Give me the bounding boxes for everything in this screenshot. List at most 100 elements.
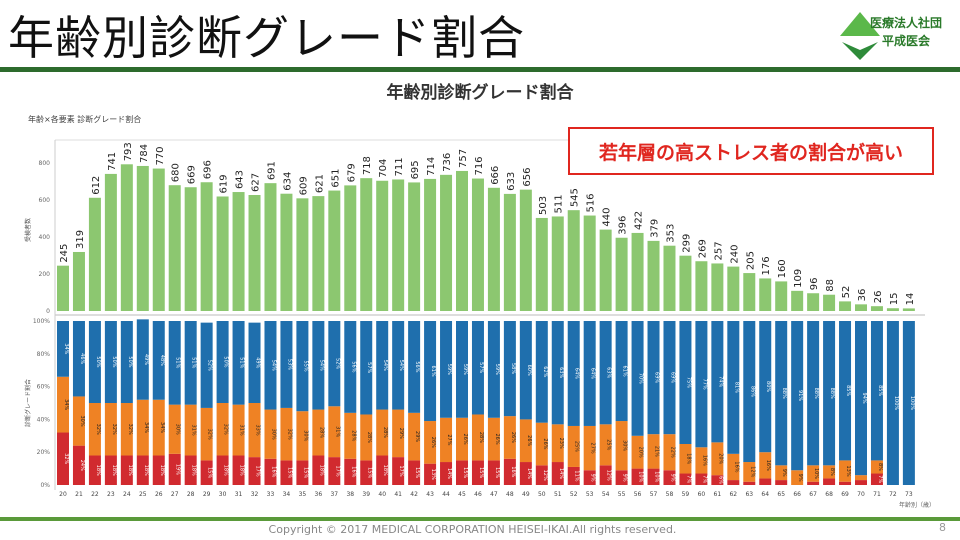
x-tick: 43 xyxy=(426,491,434,498)
x-tick: 68 xyxy=(825,491,833,498)
grade-segment-blue xyxy=(902,321,915,485)
grade-segment-red xyxy=(839,481,852,485)
chart-subtitle: 年齢×各要素 診断グレード割合 xyxy=(28,115,142,124)
grade-label-blue: 46% xyxy=(79,353,85,364)
x-tick: 57 xyxy=(650,491,658,498)
grade-segment-blue xyxy=(200,322,213,408)
grade-segment-orange xyxy=(312,409,325,456)
grade-label-orange: 31% xyxy=(334,426,340,437)
count-bar xyxy=(104,173,117,311)
grade-segment-orange xyxy=(839,460,852,482)
grade-segment-red xyxy=(870,473,883,485)
grade-label-red: 7% xyxy=(685,475,691,483)
count-bar xyxy=(200,182,213,311)
grade-label-red: 12% xyxy=(606,470,612,481)
grade-label-blue: 51% xyxy=(191,357,197,368)
grade-label-red: 14% xyxy=(558,468,564,479)
x-tick: 60 xyxy=(698,491,706,498)
x-tick: 67 xyxy=(809,491,817,498)
count-bar xyxy=(312,196,325,311)
grade-segment-red xyxy=(136,455,149,485)
grade-segment-blue xyxy=(280,321,293,408)
count-label: 736 xyxy=(442,153,453,172)
grade-label-red: 18% xyxy=(127,465,133,476)
grade-segment-orange xyxy=(72,396,85,446)
grade-segment-red xyxy=(743,481,756,485)
grade-segment-orange xyxy=(57,376,69,433)
count-label: 718 xyxy=(362,156,373,175)
grade-segment-orange xyxy=(88,403,101,456)
bottom-y-tick: 20% xyxy=(37,449,51,456)
count-label: 714 xyxy=(426,157,437,176)
count-label: 257 xyxy=(713,241,724,260)
grade-segment-red xyxy=(328,457,341,485)
grade-label-orange: 9% xyxy=(781,469,787,477)
grade-label-blue: 34% xyxy=(63,343,69,354)
x-tick: 29 xyxy=(203,491,211,498)
grade-segment-red xyxy=(727,480,740,485)
grade-label-blue: 63% xyxy=(606,367,612,378)
count-bar xyxy=(631,232,644,311)
x-tick: 34 xyxy=(283,491,291,498)
grade-segment-red xyxy=(775,480,788,485)
grade-segment-orange xyxy=(519,419,532,463)
grade-segment-blue xyxy=(615,321,628,422)
grade-label-orange: 8% xyxy=(829,468,835,476)
count-bar xyxy=(184,187,197,311)
count-label: 96 xyxy=(809,278,820,291)
x-tick: 36 xyxy=(315,491,323,498)
count-label: 205 xyxy=(745,251,756,270)
count-label: 299 xyxy=(681,234,692,253)
grade-label-orange: 29% xyxy=(398,428,404,439)
grade-segment-orange xyxy=(711,442,724,476)
grade-segment-blue xyxy=(695,321,708,448)
grade-segment-orange xyxy=(120,403,133,456)
grade-segment-orange xyxy=(168,404,181,454)
count-bar xyxy=(567,210,580,311)
grade-segment-red xyxy=(471,460,484,485)
count-label: 679 xyxy=(346,163,357,182)
x-tick: 20 xyxy=(59,491,67,498)
count-label: 716 xyxy=(474,156,485,175)
count-bar xyxy=(647,240,660,311)
grade-label-red: 15% xyxy=(207,467,213,478)
count-bar xyxy=(456,170,468,311)
grade-segment-red xyxy=(519,462,532,485)
x-tick: 41 xyxy=(394,491,402,498)
grade-segment-blue xyxy=(152,321,165,400)
grade-label-orange: 13% xyxy=(845,465,851,476)
grade-segment-red xyxy=(312,455,325,485)
count-bar xyxy=(902,308,915,311)
count-label: 422 xyxy=(634,211,645,230)
grade-label-blue: 85% xyxy=(845,385,851,396)
grade-label-orange: 32% xyxy=(111,424,117,435)
grade-segment-orange xyxy=(727,453,740,481)
grade-segment-red xyxy=(487,460,500,485)
grade-segment-blue xyxy=(72,321,85,397)
bottom-y-tick: 80% xyxy=(37,351,51,358)
count-label: 695 xyxy=(410,160,421,179)
grade-label-red: 16% xyxy=(350,466,356,477)
top-y-tick: 800 xyxy=(39,160,51,167)
x-tick: 44 xyxy=(442,491,450,498)
grade-label-red: 18% xyxy=(159,465,165,476)
x-tick: 53 xyxy=(586,491,594,498)
count-label: 176 xyxy=(761,256,772,275)
grade-label-red: 15% xyxy=(414,467,420,478)
count-label: 240 xyxy=(729,245,740,264)
grade-label-red: 12% xyxy=(542,470,548,481)
x-tick: 64 xyxy=(761,491,769,498)
grade-segment-blue xyxy=(184,321,197,405)
count-bar xyxy=(886,308,899,311)
count-label: 656 xyxy=(522,168,533,187)
grade-label-red: 18% xyxy=(111,465,117,476)
count-label: 651 xyxy=(330,168,341,187)
x-tick: 62 xyxy=(729,491,737,498)
x-tick: 47 xyxy=(490,491,498,498)
x-tick: 32 xyxy=(251,491,259,498)
count-bar xyxy=(615,237,628,311)
count-bar xyxy=(503,193,516,311)
grade-label-orange: 32% xyxy=(95,424,101,435)
count-label: 666 xyxy=(490,166,501,185)
